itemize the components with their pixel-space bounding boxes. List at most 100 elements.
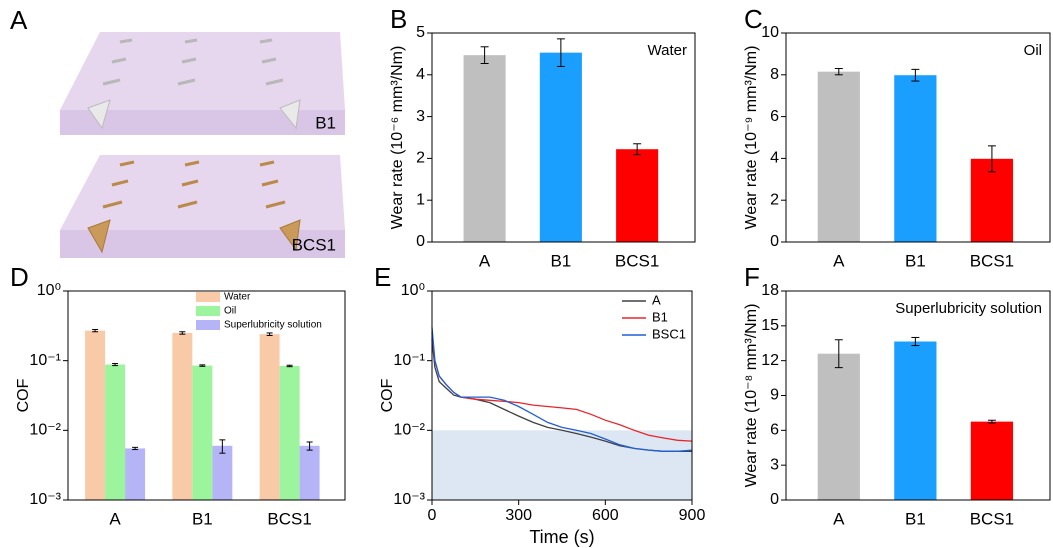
legend-swatch: [196, 320, 220, 330]
x-tick-label: BCS1: [970, 509, 1014, 528]
x-tick-label: BCS1: [267, 509, 311, 528]
slab-top: [60, 32, 345, 110]
panel-label: E: [374, 262, 391, 292]
y-tick-label: 10: [761, 24, 779, 41]
x-tick-label: 0: [428, 507, 437, 524]
y-tick-label: 3: [416, 108, 425, 125]
y-tick-label: 2: [770, 191, 779, 208]
legend-label: BSC1: [652, 326, 686, 341]
y-tick-label: 10⁻²: [393, 422, 425, 439]
y-tick-label: 0: [770, 233, 779, 250]
y-tick-label: 6: [770, 108, 779, 125]
y-tick-label: 10⁰: [37, 282, 61, 299]
fins: [87, 160, 301, 254]
slab-label: B1: [315, 113, 336, 132]
y-tick-label: 3: [770, 456, 779, 473]
panel-label: D: [10, 262, 29, 292]
x-tick-label: BCS1: [615, 251, 659, 270]
x-tick-label: 300: [505, 507, 532, 524]
y-tick-label: 10⁻²: [29, 422, 61, 439]
illustration: A B1 BCS1: [10, 5, 345, 258]
shaded-band: [432, 430, 692, 500]
legend-swatch: [196, 292, 220, 302]
bar: [894, 341, 937, 500]
legend-label: A: [652, 292, 661, 307]
y-axis-label: Wear rate (10⁻⁸ mm³/Nm): [743, 304, 760, 488]
bar: [970, 158, 1014, 242]
y-axis-label: COF: [379, 378, 396, 412]
bar: [105, 364, 126, 500]
y-tick-label: 4: [770, 150, 779, 167]
plot-frame: [431, 32, 696, 243]
x-tick-label: A: [833, 251, 845, 270]
annotation: Superlubricity solution: [895, 300, 1042, 317]
annotation: Oil: [1024, 42, 1042, 59]
x-tick-label: A: [833, 509, 845, 528]
x-tick-label: B1: [905, 251, 926, 270]
plot-frame: [785, 32, 1051, 243]
bar: [259, 334, 280, 500]
x-tick-label: 900: [679, 507, 706, 524]
legend-swatch: [196, 306, 220, 316]
x-tick-label: B1: [192, 509, 213, 528]
y-tick-label: 1: [416, 191, 425, 208]
bar: [192, 365, 213, 500]
x-axis-label: Time (s): [529, 527, 594, 547]
line: [431, 327, 693, 452]
slab-top: [60, 155, 345, 230]
bar: [894, 75, 937, 242]
bar: [817, 71, 860, 242]
legend-label: Superlubricity solution: [224, 320, 322, 331]
line: [431, 332, 693, 442]
y-tick-label: 12: [761, 352, 779, 369]
bar: [212, 445, 233, 500]
bar: [539, 52, 582, 243]
bar: [85, 330, 106, 500]
y-tick-label: 8: [770, 66, 779, 83]
bar: [817, 353, 860, 500]
y-tick-label: 9: [770, 387, 779, 404]
bar: [616, 149, 659, 242]
bar: [299, 445, 320, 500]
y-tick-label: 10⁰: [401, 282, 425, 299]
y-axis-label: COF: [15, 378, 32, 412]
x-tick-label: BCS1: [970, 251, 1014, 270]
x-tick-label: A: [479, 251, 491, 270]
x-tick-label: B1: [905, 509, 926, 528]
plot-frame: [785, 290, 1051, 501]
plot-frame: [67, 290, 346, 501]
legend-label: Oil: [224, 306, 236, 317]
bar: [463, 55, 506, 243]
bar: [970, 421, 1014, 500]
y-tick-label: 6: [770, 422, 779, 439]
fins: [87, 38, 301, 130]
bar: [125, 448, 146, 500]
x-tick-label: 600: [592, 507, 619, 524]
bar: [172, 332, 193, 500]
y-tick-label: 2: [416, 150, 425, 167]
y-tick-label: 10⁻³: [393, 491, 425, 508]
slab-front: [60, 230, 345, 258]
x-tick-label: B1: [550, 251, 571, 270]
panel-label: C: [744, 4, 763, 34]
y-tick-label: 18: [761, 282, 779, 299]
panel-label: B: [390, 4, 407, 34]
y-tick-label: 0: [416, 233, 425, 250]
legend-label: Water: [224, 292, 251, 303]
slab-label: BCS1: [292, 235, 336, 254]
y-tick-label: 10⁻¹: [29, 352, 61, 369]
y-tick-label: 10⁻¹: [393, 352, 425, 369]
legend-label: B1: [652, 309, 668, 324]
panel-label: F: [744, 262, 760, 292]
y-axis-label: Wear rate (10⁻⁶ mm³/Nm): [389, 46, 406, 230]
y-tick-label: 5: [416, 24, 425, 41]
y-axis-label: Wear rate (10⁻⁹ mm³/Nm): [743, 46, 760, 230]
bar: [279, 365, 300, 500]
slab-front: [60, 110, 345, 135]
x-tick-label: A: [109, 509, 121, 528]
y-tick-label: 0: [770, 491, 779, 508]
panel-label: A: [10, 5, 28, 35]
y-tick-label: 10⁻³: [29, 491, 61, 508]
y-tick-label: 15: [761, 317, 779, 334]
